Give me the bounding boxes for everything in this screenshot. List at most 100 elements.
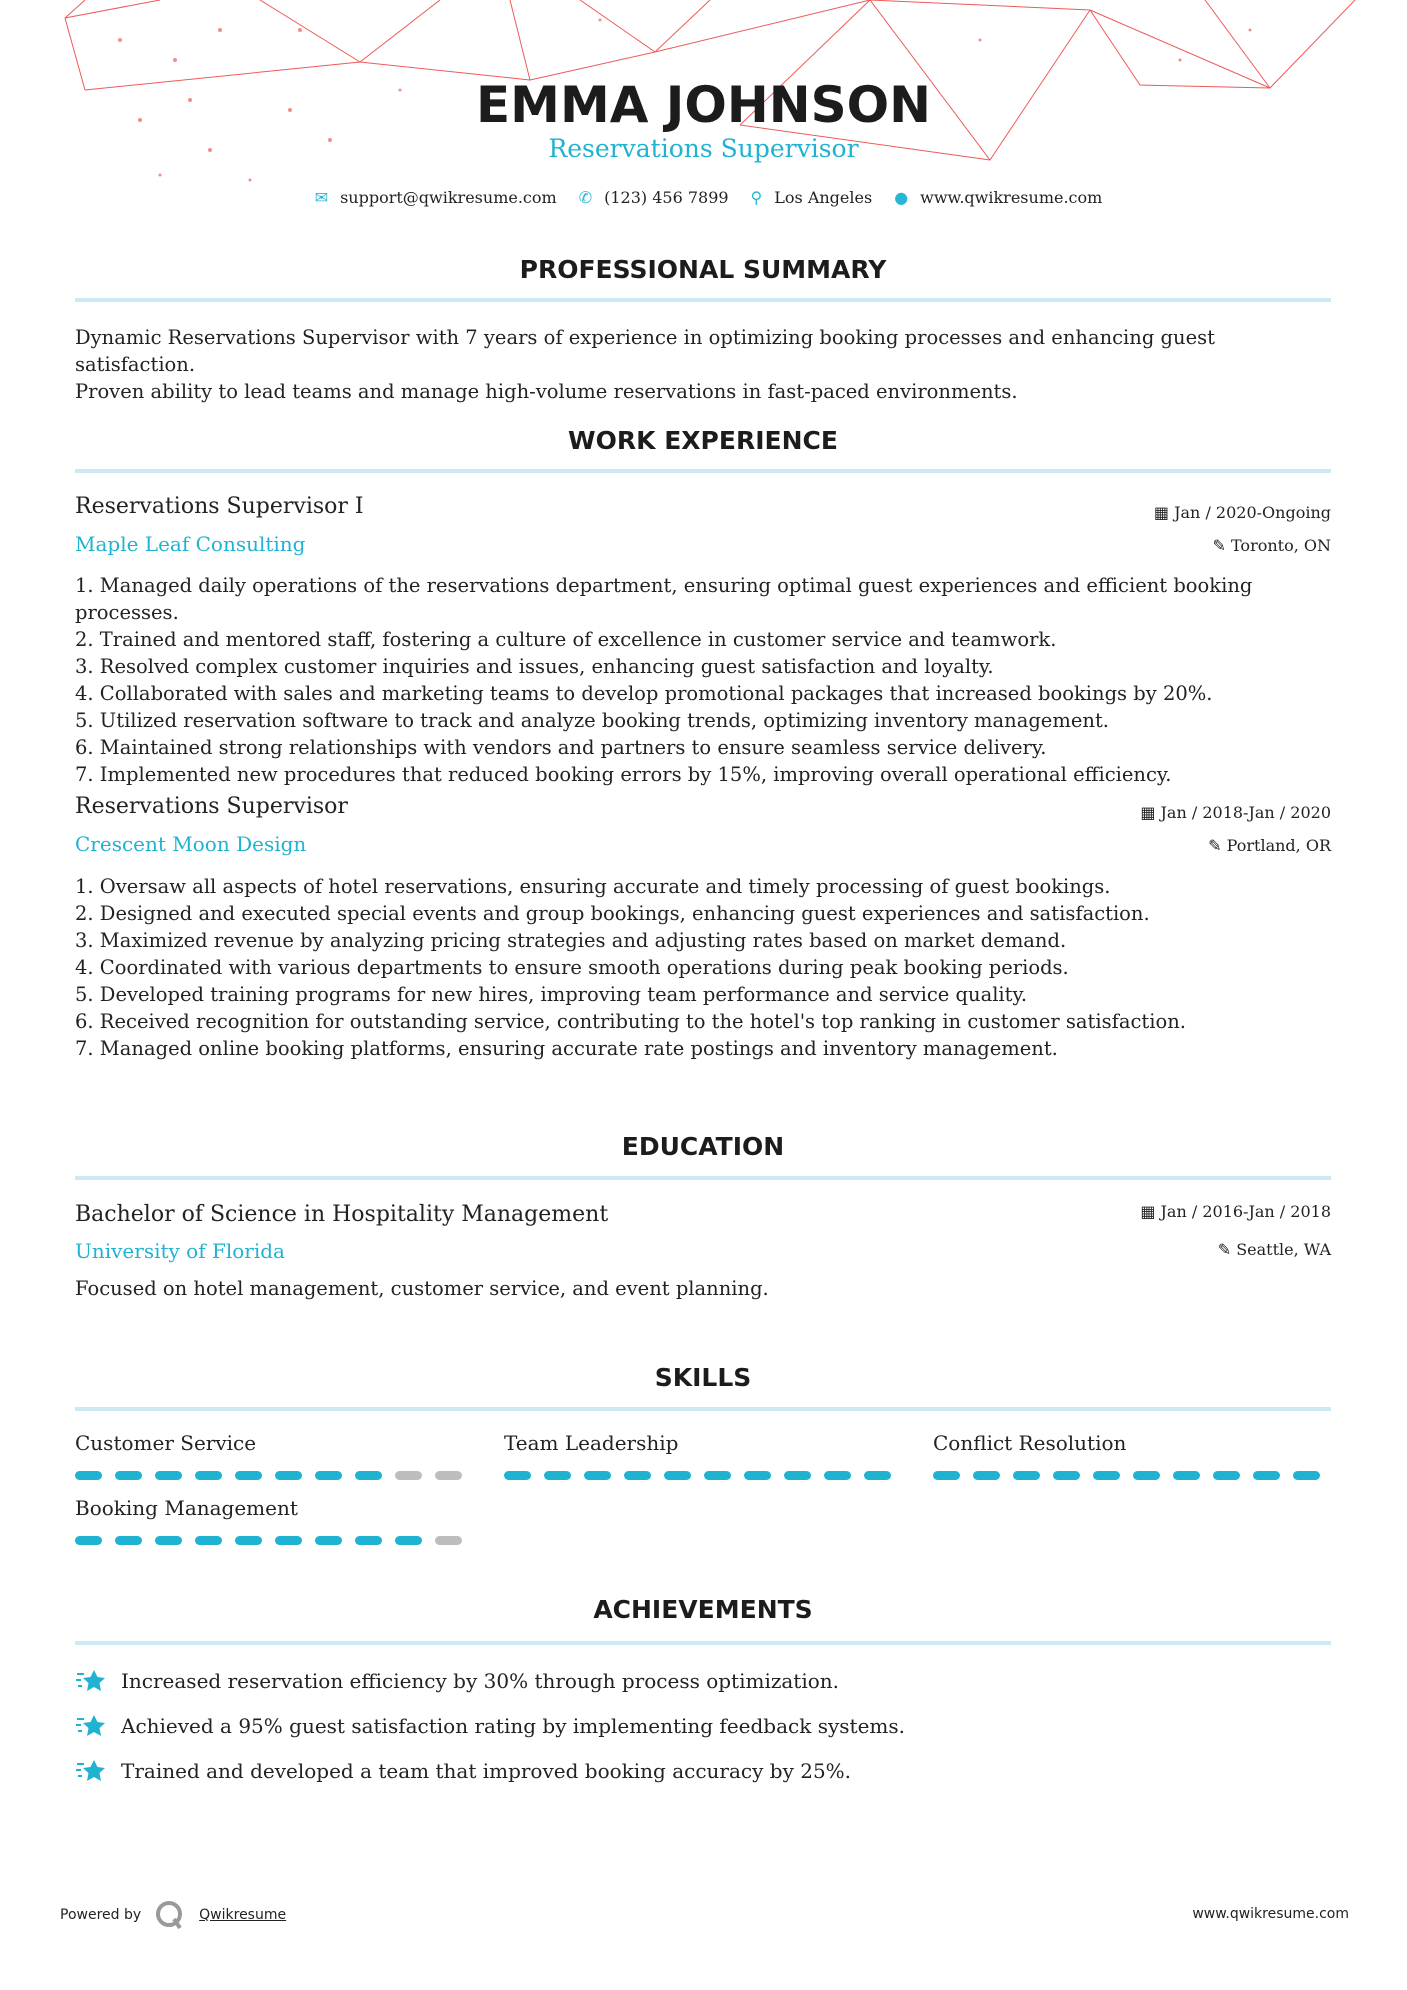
skill-name: Booking Management bbox=[75, 1496, 298, 1520]
footer-brand: Powered by Qwikresume bbox=[60, 1900, 286, 1930]
job-bullets: 1. Managed daily operations of the reser… bbox=[75, 572, 1331, 788]
powered-by-label: Powered by bbox=[60, 1907, 142, 1923]
contact-email[interactable]: support@qwikresume.com bbox=[340, 188, 557, 207]
skill-level-segment bbox=[155, 1471, 182, 1480]
summary-text: Dynamic Reservations Supervisor with 7 y… bbox=[75, 324, 1331, 405]
skill-level-segment bbox=[864, 1471, 891, 1480]
skill-level-segment bbox=[624, 1471, 651, 1480]
skill-level-segment bbox=[75, 1536, 102, 1545]
job-location: ✎ Toronto, ON bbox=[1212, 536, 1332, 555]
bullet: 6. Maintained strong relationships with … bbox=[75, 736, 1047, 759]
bullet: 4. Collaborated with sales and marketing… bbox=[75, 682, 1213, 705]
skill-level-segment bbox=[195, 1536, 222, 1545]
skill-level-segment bbox=[1253, 1471, 1280, 1480]
skill-level-segment bbox=[115, 1536, 142, 1545]
divider bbox=[75, 298, 1331, 302]
skill-level-segment bbox=[1013, 1471, 1040, 1480]
bullet: 1. Oversaw all aspects of hotel reservat… bbox=[75, 875, 1111, 898]
skill-level-segment bbox=[1173, 1471, 1200, 1480]
calendar-icon: ▦ bbox=[1140, 1202, 1161, 1221]
bullet: 2. Designed and executed special events … bbox=[75, 902, 1150, 925]
divider bbox=[75, 1176, 1331, 1180]
skill-level-segment bbox=[315, 1471, 342, 1480]
skill-level-segment bbox=[235, 1536, 262, 1545]
achievement-text: Trained and developed a team that improv… bbox=[121, 1759, 852, 1783]
pin-icon: ✎ bbox=[1208, 836, 1227, 855]
summary-heading: PROFESSIONAL SUMMARY bbox=[519, 255, 887, 284]
experience-heading: WORK EXPERIENCE bbox=[568, 426, 838, 455]
skill-level-segment bbox=[933, 1471, 960, 1480]
summary-line: Proven ability to lead teams and manage … bbox=[75, 380, 1018, 403]
achievement-item: Increased reservation efficiency by 30% … bbox=[75, 1666, 839, 1696]
skill-level-segment bbox=[435, 1536, 462, 1545]
skill-level-segment bbox=[504, 1471, 531, 1480]
skill-level-segment bbox=[784, 1471, 811, 1480]
degree: Bachelor of Science in Hospitality Manag… bbox=[75, 1202, 609, 1227]
pin-icon: ✎ bbox=[1212, 536, 1231, 555]
skill-level-segment bbox=[664, 1471, 691, 1480]
star-icon bbox=[76, 1715, 105, 1736]
bullet: 3. Maximized revenue by analyzing pricin… bbox=[75, 929, 1067, 952]
candidate-title: Reservations Supervisor bbox=[548, 134, 859, 163]
skill-name: Team Leadership bbox=[504, 1431, 679, 1455]
contact-location: Los Angeles bbox=[774, 188, 873, 207]
education-location: ✎ Seattle, WA bbox=[1217, 1240, 1331, 1259]
achievement-text: Achieved a 95% guest satisfaction rating… bbox=[121, 1714, 905, 1738]
skill-level-segment bbox=[275, 1536, 302, 1545]
skill-level-segment bbox=[435, 1471, 462, 1480]
skill-level-segment bbox=[395, 1536, 422, 1545]
skill-level-segment bbox=[1053, 1471, 1080, 1480]
contact-phone: (123) 456 7899 bbox=[604, 188, 729, 207]
bullet: 7. Managed online booking platforms, ens… bbox=[75, 1037, 1058, 1060]
bullet: 1. Managed daily operations of the reser… bbox=[75, 574, 1253, 624]
skill-item: Customer Service bbox=[75, 1431, 473, 1480]
achievement-item: Trained and developed a team that improv… bbox=[75, 1756, 851, 1786]
qwikresume-link[interactable]: Qwikresume bbox=[199, 1907, 287, 1923]
skill-level-segment bbox=[1213, 1471, 1240, 1480]
job-bullets: 1. Oversaw all aspects of hotel reservat… bbox=[75, 873, 1331, 1062]
star-icon bbox=[76, 1670, 105, 1691]
envelope-icon: ✉ bbox=[314, 188, 329, 207]
job-title: Reservations Supervisor I bbox=[75, 494, 364, 519]
skill-level-bar bbox=[933, 1471, 1331, 1480]
skill-level-segment bbox=[704, 1471, 731, 1480]
star-icon bbox=[76, 1760, 105, 1781]
education-heading: EDUCATION bbox=[621, 1132, 785, 1161]
summary-line: Dynamic Reservations Supervisor with 7 y… bbox=[75, 326, 1215, 376]
map-marker-icon: ⚲ bbox=[750, 188, 763, 207]
school: University of Florida bbox=[75, 1239, 285, 1263]
education-date: ▦ Jan / 2016-Jan / 2018 bbox=[1140, 1202, 1331, 1221]
skill-level-segment bbox=[275, 1471, 302, 1480]
skill-level-segment bbox=[155, 1536, 182, 1545]
skill-item: Conflict Resolution bbox=[933, 1431, 1331, 1480]
bullet: 5. Developed training programs for new h… bbox=[75, 983, 1028, 1006]
phone-icon: ✆ bbox=[578, 188, 593, 207]
skill-level-segment bbox=[544, 1471, 571, 1480]
footer-website[interactable]: www.qwikresume.com bbox=[1192, 1906, 1349, 1922]
skill-name: Conflict Resolution bbox=[933, 1431, 1127, 1455]
education-description: Focused on hotel management, customer se… bbox=[75, 1277, 769, 1300]
skill-level-segment bbox=[973, 1471, 1000, 1480]
skill-level-segment bbox=[1293, 1471, 1320, 1480]
candidate-name: EMMA JOHNSON bbox=[476, 76, 931, 134]
calendar-icon: ▦ bbox=[1140, 803, 1161, 822]
skill-level-segment bbox=[395, 1471, 422, 1480]
job-title: Reservations Supervisor bbox=[75, 794, 348, 819]
divider bbox=[75, 1641, 1331, 1645]
divider bbox=[75, 469, 1331, 473]
bullet: 6. Received recognition for outstanding … bbox=[75, 1010, 1186, 1033]
bullet: 3. Resolved complex customer inquiries a… bbox=[75, 655, 994, 678]
achievement-text: Increased reservation efficiency by 30% … bbox=[121, 1669, 840, 1693]
job-location: ✎ Portland, OR bbox=[1208, 836, 1331, 855]
skill-level-segment bbox=[355, 1536, 382, 1545]
skill-level-segment bbox=[235, 1471, 262, 1480]
contact-bar: ✉ support@qwikresume.com ✆ (123) 456 7899 … bbox=[0, 188, 1407, 207]
job-date: ▦ Jan / 2018-Jan / 2020 bbox=[1140, 803, 1331, 822]
contact-website[interactable]: www.qwikresume.com bbox=[920, 188, 1103, 207]
qwikresume-logo-icon bbox=[156, 1901, 183, 1930]
job-date: ▦ Jan / 2020-Ongoing bbox=[1153, 503, 1331, 522]
divider bbox=[75, 1407, 1331, 1411]
skill-level-segment bbox=[1133, 1471, 1160, 1480]
pin-icon: ✎ bbox=[1217, 1240, 1237, 1259]
calendar-icon: ▦ bbox=[1153, 503, 1175, 522]
